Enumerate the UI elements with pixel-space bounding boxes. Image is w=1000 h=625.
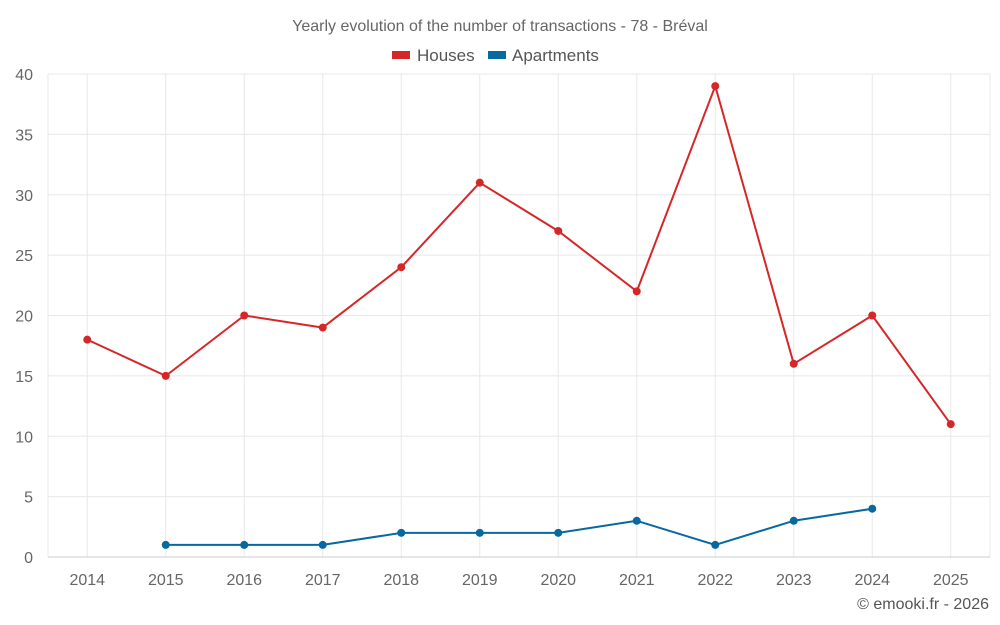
data-point[interactable]: [475, 178, 484, 187]
y-tick-label: 35: [15, 127, 33, 144]
data-point[interactable]: [397, 528, 406, 537]
series-line: [86, 85, 952, 425]
data-point[interactable]: [83, 335, 92, 344]
y-tick-label: 5: [24, 490, 33, 507]
data-point[interactable]: [554, 226, 563, 235]
data-point[interactable]: [632, 516, 641, 525]
data-point[interactable]: [946, 420, 955, 429]
y-tick-label: 30: [15, 188, 33, 205]
y-tick-label: 20: [15, 309, 33, 326]
data-point[interactable]: [554, 528, 563, 537]
data-point[interactable]: [475, 528, 484, 537]
data-point[interactable]: [632, 287, 641, 296]
x-tick-label: 2021: [619, 572, 655, 589]
data-point[interactable]: [240, 311, 249, 320]
data-point[interactable]: [318, 323, 327, 332]
x-tick-label: 2017: [305, 572, 341, 589]
credit-text: © emooki.fr - 2026: [857, 596, 989, 613]
series-apartments: [161, 504, 877, 549]
data-point[interactable]: [789, 516, 798, 525]
x-tick-label: 2024: [854, 572, 890, 589]
y-tick-label: 10: [15, 429, 33, 446]
series-group: [83, 82, 955, 549]
legend-item-houses[interactable]: Houses: [392, 46, 475, 65]
y-tick-label: 15: [15, 369, 33, 386]
data-point[interactable]: [868, 504, 877, 513]
y-tick-label: 0: [24, 550, 33, 567]
series-line: [165, 507, 873, 546]
series-houses: [83, 82, 955, 429]
x-tick-label: 2015: [148, 572, 184, 589]
y-tick-label: 40: [15, 67, 33, 84]
x-tick-label: 2022: [697, 572, 733, 589]
data-point[interactable]: [711, 82, 720, 91]
x-tick-label: 2020: [540, 572, 576, 589]
legend-label: Houses: [417, 46, 475, 65]
data-point[interactable]: [161, 540, 170, 549]
chart-title: Yearly evolution of the number of transa…: [292, 18, 708, 35]
x-tick-label: 2016: [226, 572, 262, 589]
legend-label: Apartments: [512, 46, 599, 65]
legend-item-apartments[interactable]: Apartments: [488, 46, 599, 65]
legend-swatch: [392, 51, 410, 59]
x-tick-label: 2018: [383, 572, 419, 589]
data-point[interactable]: [161, 371, 170, 380]
gridlines: [47, 73, 991, 558]
data-point[interactable]: [711, 540, 720, 549]
x-tick-label: 2014: [69, 572, 105, 589]
data-point[interactable]: [868, 311, 877, 320]
legend: Houses Apartments: [392, 46, 599, 65]
x-tick-label: 2025: [933, 572, 969, 589]
data-point[interactable]: [240, 540, 249, 549]
data-point[interactable]: [318, 540, 327, 549]
data-point[interactable]: [789, 359, 798, 368]
x-axis: 2014 2015 2016 2017 2018 2019 2020 2021 2022 2023…: [69, 572, 968, 589]
data-point[interactable]: [397, 263, 406, 272]
y-tick-label: 25: [15, 248, 33, 265]
y-axis: 0 5 10 15 20 25 30 35 40: [15, 67, 33, 567]
x-tick-label: 2023: [776, 572, 812, 589]
legend-swatch: [488, 51, 506, 59]
x-tick-label: 2019: [462, 572, 498, 589]
